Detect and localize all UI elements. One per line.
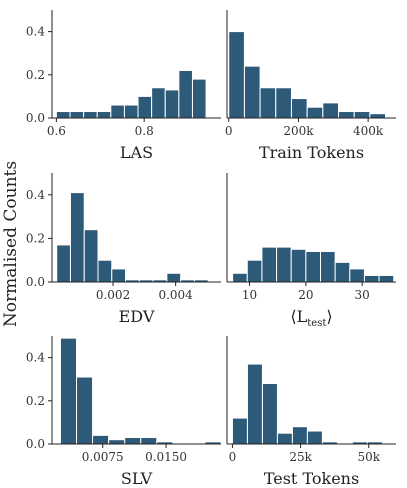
panel-4: 10 20 30 ⟨Ltest⟩ (226, 173, 396, 329)
bar (378, 274, 395, 283)
global-ylabel: Normalised Counts (1, 161, 21, 327)
bar (334, 261, 351, 283)
bar (243, 65, 261, 119)
bar (353, 111, 371, 119)
bar (123, 104, 139, 119)
x-tick-label: 0.002 (96, 288, 130, 302)
x-tick-label: 0 (229, 450, 237, 464)
bar (97, 259, 113, 283)
bar (110, 104, 125, 119)
bar (232, 272, 248, 283)
y-tick-label: 0.2 (26, 68, 45, 82)
bar (290, 248, 307, 283)
bar (246, 259, 263, 283)
bar (320, 250, 336, 283)
panel-2: 0 200k 400k Train Tokens (225, 10, 396, 162)
y-tick-label: 0.0 (26, 111, 45, 125)
bar (76, 376, 94, 445)
bar (349, 268, 365, 283)
bar (306, 106, 324, 119)
x-tick-label: 20 (298, 288, 313, 302)
x-tick-label: 0.8 (135, 124, 154, 138)
y-tick-label: 0.0 (26, 437, 45, 451)
x-axis-label: EDV (119, 307, 155, 326)
bar (69, 192, 85, 283)
bar (322, 102, 340, 119)
panel-3: 0.002 0.004 0.0 0.2 0.4 EDV (26, 173, 221, 326)
panel-5: 0.0075 0.0150 0.0 0.2 0.4 SLV (26, 336, 222, 488)
bar (191, 78, 207, 119)
bar (275, 87, 292, 119)
bar (137, 95, 153, 119)
x-tick-label: 0.004 (158, 288, 193, 302)
x-tick-label: 25k (289, 450, 312, 464)
x-tick-label: 0 (225, 124, 233, 138)
x-tick-label: 0.0150 (145, 450, 187, 464)
bar (276, 432, 293, 445)
bar (290, 98, 308, 119)
x-axis-label: Test Tokens (264, 469, 359, 488)
x-tick-label: 0.6 (47, 124, 66, 138)
bar (83, 229, 99, 283)
bar (306, 430, 323, 445)
y-tick-label: 0.4 (26, 25, 45, 39)
x-tick-label: 10 (242, 288, 257, 302)
bar (92, 434, 110, 445)
bar (261, 246, 278, 283)
bar (291, 426, 308, 445)
bar (228, 31, 245, 119)
x-tick-label: 200k (283, 124, 314, 138)
bar (140, 437, 158, 445)
x-tick-label: 50k (357, 450, 380, 464)
x-tick-label: 30 (355, 288, 370, 302)
bar (96, 111, 112, 119)
bar (305, 250, 322, 283)
x-axis-label: SLV (121, 469, 153, 488)
bar (164, 89, 180, 119)
bar (166, 272, 182, 283)
bar (124, 437, 142, 445)
bar (55, 111, 71, 119)
y-tick-label: 0.4 (26, 188, 45, 202)
bar (231, 417, 248, 445)
y-tick-label: 0.0 (26, 275, 45, 289)
panel-1: 0.6 0.8 0.0 0.2 0.4 LAS (26, 10, 221, 162)
bar (178, 69, 193, 119)
bar (261, 383, 278, 445)
bar (369, 113, 387, 119)
panel-6: 0 25k 50k Test Tokens (226, 336, 396, 488)
y-tick-label: 0.2 (26, 394, 45, 408)
bar (259, 87, 277, 119)
x-tick-label: 400k (353, 124, 384, 138)
bar (338, 111, 355, 119)
x-axis-label: Train Tokens (259, 143, 364, 162)
bar (111, 268, 127, 283)
bar (276, 246, 292, 283)
bar (108, 439, 126, 445)
x-axis-label: LAS (120, 143, 153, 162)
bar (69, 111, 85, 119)
bar (363, 274, 380, 283)
x-tick-label: 0.0075 (82, 450, 124, 464)
bar (151, 87, 166, 119)
bar (59, 337, 78, 445)
y-tick-label: 0.2 (26, 231, 45, 245)
bar (56, 244, 71, 283)
y-tick-label: 0.4 (26, 351, 45, 365)
bar (83, 111, 98, 119)
bar (246, 363, 263, 445)
x-axis-label: ⟨Ltest⟩ (290, 307, 332, 329)
